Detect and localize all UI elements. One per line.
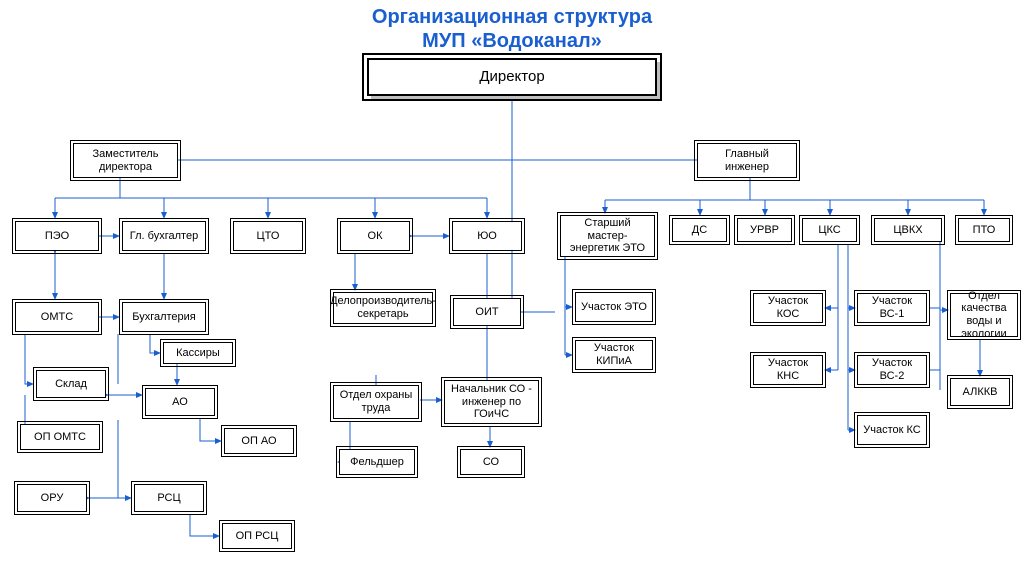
node-nach_so: Начальник СО - инженер по ГОиЧС	[444, 380, 539, 424]
page-title-line2: МУП «Водоканал»	[0, 30, 1024, 53]
node-so: СО	[460, 449, 522, 475]
node-alkkv: АЛККВ	[950, 378, 1010, 406]
node-ok: ОК	[340, 221, 410, 251]
node-uch_kipi: Участок КИПиА	[575, 340, 653, 370]
node-sklad: Склад	[36, 370, 106, 398]
node-oru: ОРУ	[17, 484, 87, 512]
node-cvkh: ЦВКХ	[874, 218, 942, 242]
node-senior_energ: Старший мастер-энергетик ЭТО	[560, 215, 655, 257]
node-uch_eto: Участок ЭТО	[575, 292, 653, 322]
node-cks: ЦКС	[802, 218, 857, 242]
node-zamdir: Заместитель директора	[73, 143, 178, 178]
org-chart-canvas: Организационная структура МУП «Водоканал…	[0, 0, 1024, 571]
node-chief_eng: Главный инженер	[697, 143, 797, 178]
node-uch_kos: Участок КОС	[753, 293, 823, 323]
node-ohrana_truda: Отдел охраны труда	[333, 385, 419, 419]
node-cto: ЦТО	[233, 221, 303, 251]
node-oit: ОИТ	[453, 298, 521, 326]
node-gl_buh: Гл. бухгалтер	[122, 221, 206, 251]
node-director: Директор	[367, 58, 657, 96]
node-omts: ОМТС	[15, 302, 99, 332]
page-title-line1: Организационная структура	[0, 6, 1024, 29]
node-pto: ПТО	[958, 218, 1010, 242]
node-feldsher: Фельдшер	[339, 449, 415, 475]
node-buhgalteria: Бухгалтерия	[122, 302, 206, 332]
node-delo: Делопроизводитель-секретарь	[333, 292, 433, 324]
node-otdel_kach: Отдел качества воды и экологии	[950, 293, 1018, 337]
node-uch_ks: Участок КС	[857, 415, 927, 445]
node-op_ao: ОП АО	[224, 428, 294, 454]
node-uch_vs2: Участок ВС-2	[857, 355, 927, 385]
node-uch_vs1: Участок ВС-1	[857, 293, 927, 323]
node-urvr: УРВР	[737, 218, 792, 242]
node-yuo: ЮО	[452, 221, 522, 251]
node-kassiry: Кассиры	[163, 342, 233, 364]
node-uch_kns: Участок КНС	[753, 355, 823, 385]
node-ao: АО	[145, 388, 215, 416]
node-peo: ПЭО	[15, 221, 99, 251]
node-op_omts: ОП ОМТС	[20, 424, 100, 450]
node-op_rsc: ОП РСЦ	[222, 523, 292, 549]
node-rsc: РСЦ	[134, 484, 204, 512]
node-ds: ДС	[672, 218, 727, 242]
